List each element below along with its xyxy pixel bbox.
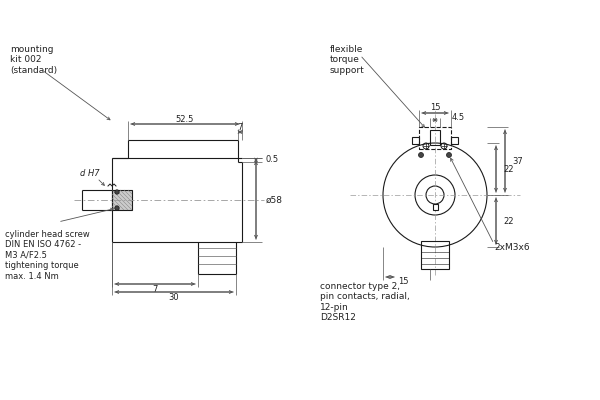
Text: 22: 22 — [503, 216, 514, 226]
Bar — [112, 190, 132, 210]
Text: mounting
kit 002
(standard): mounting kit 002 (standard) — [10, 45, 57, 75]
Text: 4.5: 4.5 — [452, 112, 465, 122]
Text: 22: 22 — [503, 164, 514, 174]
Text: 37: 37 — [512, 156, 523, 166]
Bar — [433, 204, 437, 210]
Circle shape — [446, 152, 452, 158]
Text: 7: 7 — [152, 284, 158, 294]
Text: 15: 15 — [398, 278, 408, 286]
Bar — [421, 241, 449, 269]
Circle shape — [115, 206, 119, 210]
Text: connector type 2,
pin contacts, radial,
12-pin
D2SR12: connector type 2, pin contacts, radial, … — [320, 282, 410, 322]
Bar — [412, 137, 419, 144]
Text: cylinder head screw
DIN EN ISO 4762 -
M3 A/F2.5
tightening torque
max. 1.4 Nm: cylinder head screw DIN EN ISO 4762 - M3… — [5, 230, 90, 281]
Text: d H7: d H7 — [80, 170, 100, 178]
Bar — [430, 130, 440, 145]
Text: ø58: ø58 — [266, 196, 283, 204]
Text: 2xM3x6: 2xM3x6 — [494, 244, 530, 252]
Text: 30: 30 — [169, 292, 179, 302]
Bar — [419, 127, 451, 149]
Text: 7: 7 — [238, 122, 242, 132]
Circle shape — [115, 190, 119, 194]
Circle shape — [419, 152, 424, 158]
Text: 52.5: 52.5 — [176, 114, 194, 124]
Bar — [451, 137, 458, 144]
Text: 15: 15 — [430, 104, 440, 112]
Text: 0.5: 0.5 — [265, 156, 278, 164]
Text: flexible
torque
support: flexible torque support — [330, 45, 365, 75]
